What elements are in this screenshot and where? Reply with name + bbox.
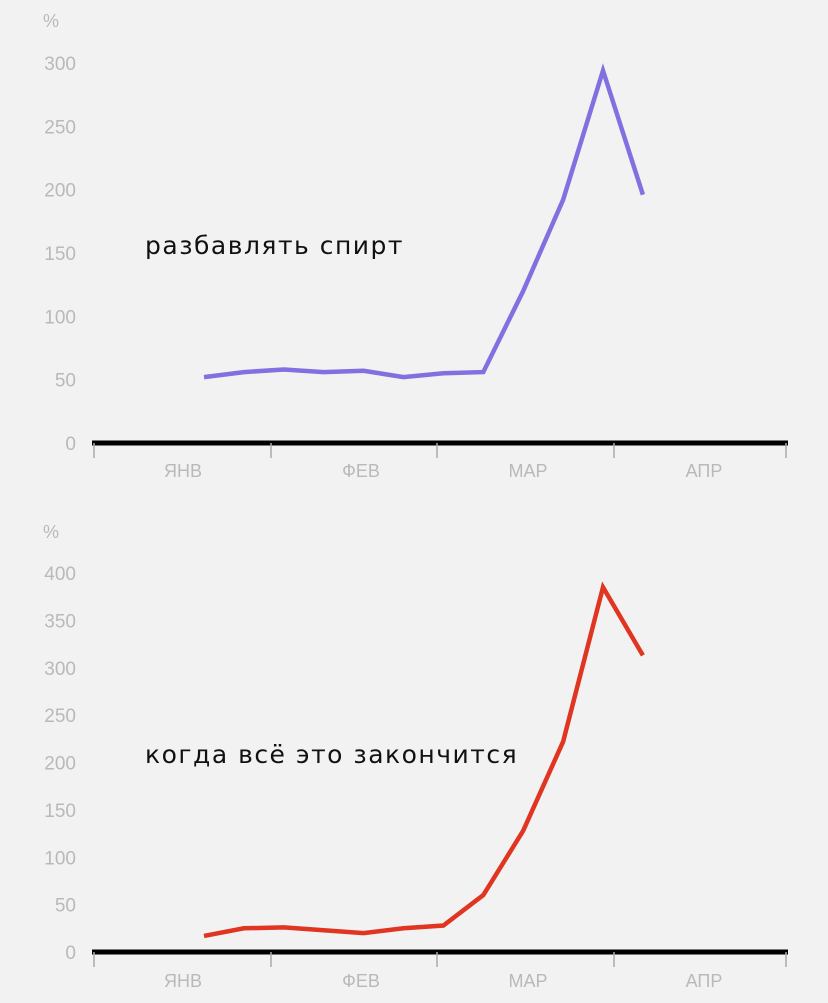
x-tick-label: МАР [508, 461, 547, 481]
x-tick-label: ЯНВ [164, 971, 202, 991]
y-tick-label: 0 [65, 434, 76, 455]
y-tick-label: 50 [55, 371, 76, 392]
x-tick-label: ФЕВ [342, 971, 380, 991]
line-chart-1: % 0 50 100 150 200 250 300 ЯНВ ФЕВ МАР АПР разбавлят… [43, 11, 788, 481]
y-tick-label: 100 [44, 307, 76, 328]
y-unit-label: % [43, 522, 59, 542]
x-tick-label: ЯНВ [164, 461, 202, 481]
y-tick-label: 100 [44, 848, 76, 869]
y-tick-label: 0 [65, 943, 76, 964]
x-tick-label: ФЕВ [342, 461, 380, 481]
chart-annotation: разбавлять спирт [145, 231, 404, 260]
x-tick-label: АПР [686, 971, 723, 991]
y-tick-label: 250 [44, 706, 76, 727]
y-tick-label: 400 [44, 564, 76, 585]
x-tick-label: МАР [508, 971, 547, 991]
y-tick-label: 150 [44, 801, 76, 822]
line-chart-2: % 0 50 100 150 200 250 300 350 400 ЯНВ ФЕВ МАР АПР ког… [43, 522, 788, 991]
y-tick-label: 350 [44, 611, 76, 632]
x-tick-label: АПР [686, 461, 723, 481]
y-tick-label: 300 [44, 659, 76, 680]
y-unit-label: % [43, 11, 59, 31]
y-tick-label: 200 [44, 754, 76, 775]
series-line [203, 63, 646, 380]
chart-annotation: когда всё это закончится [145, 740, 518, 769]
y-tick-label: 250 [44, 117, 76, 138]
y-tick-label: 200 [44, 181, 76, 202]
y-tick-label: 50 [55, 896, 76, 917]
series-line [203, 581, 645, 939]
y-tick-label: 300 [44, 54, 76, 75]
y-tick-label: 150 [44, 244, 76, 265]
